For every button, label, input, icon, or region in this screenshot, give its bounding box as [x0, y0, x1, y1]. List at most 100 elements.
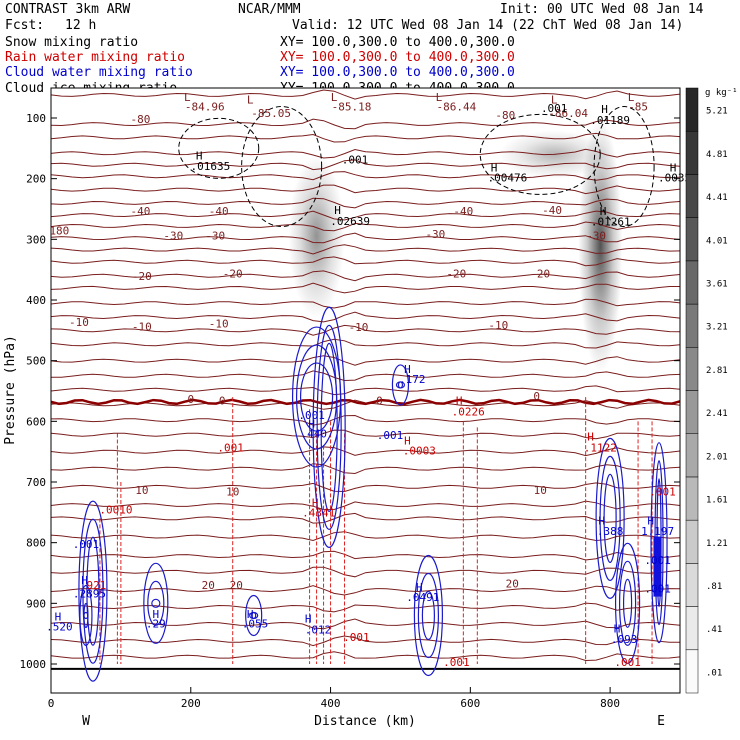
- cloud-water-contour: [421, 590, 435, 641]
- extremum-label: -85.18: [332, 101, 372, 114]
- y-tick-label: 500: [26, 355, 46, 368]
- temperature-isoline: [51, 232, 680, 244]
- cloud-water-contour: [595, 437, 625, 600]
- ice-label: H: [601, 103, 608, 116]
- colorbar-bin: [685, 174, 699, 218]
- extremum-label: L: [331, 91, 338, 104]
- y-tick-label: 600: [26, 415, 46, 428]
- cloud-water-label: .001: [644, 554, 671, 567]
- ice-label: .01189: [590, 114, 630, 127]
- temperature-label: -40: [453, 205, 473, 218]
- snow-ice-contour: [241, 106, 323, 228]
- colorbar-bin: [685, 130, 699, 175]
- cloud-water-contour: [312, 306, 346, 548]
- snow-ice-contour: [593, 106, 655, 228]
- temperature-isoline: [51, 531, 680, 542]
- temperature-label: -80: [495, 109, 515, 122]
- cloud-water-contour: [251, 611, 257, 620]
- snow-ice-contour: [479, 113, 601, 195]
- cloud-water-contour: [417, 572, 439, 659]
- extremum-label: L: [184, 91, 191, 104]
- temperature-label: -30: [586, 229, 606, 242]
- snow-label: H: [196, 149, 203, 162]
- cloud-water-label: .012: [305, 624, 332, 637]
- y-tick-label: 800: [26, 537, 46, 550]
- y-tick-label: 1000: [20, 658, 47, 671]
- plot-area: [51, 88, 680, 693]
- field-cloud: Cloud water mixing ratio: [5, 65, 193, 80]
- temperature-isoline: [51, 159, 680, 171]
- y-tick-label: 200: [26, 173, 46, 186]
- temperature-isoline: [51, 324, 680, 336]
- colorbar-label: 4.81: [706, 150, 728, 160]
- snow-ice-contour: [178, 117, 260, 179]
- y-tick-label: 400: [26, 294, 46, 307]
- snow-label: .00476: [487, 172, 527, 185]
- extremum-label: 180: [49, 224, 69, 237]
- rain-label: .1122: [584, 442, 617, 455]
- field-rain: Rain water mixing ratio: [5, 50, 185, 65]
- colorbar-label: .01: [706, 668, 722, 678]
- cloud-water-contour: [143, 562, 169, 644]
- temperature-label: 10: [135, 484, 148, 497]
- cloud-water-contour: [147, 580, 165, 626]
- colorbar: .01 .41 .81 1.21 1.61 2.01 2.41 2.81 3.21 3.61 4.0…: [685, 87, 728, 694]
- temperature-isoline: [51, 311, 680, 323]
- temperature-label: 20: [506, 578, 519, 591]
- temperature-isoline: [51, 338, 680, 349]
- temperature-isoline: [51, 132, 680, 143]
- snow-label: H: [334, 204, 341, 217]
- colorbar-label: 2.01: [706, 452, 728, 462]
- temperature-label: 0: [187, 393, 194, 406]
- colorbar-bin: [685, 476, 699, 521]
- temperature-isoline: [51, 118, 680, 130]
- cloud-water-contour: [622, 578, 633, 628]
- x-tick-label: 200: [181, 697, 201, 710]
- rain-label: .4341: [302, 507, 335, 520]
- x-tick-label: 600: [460, 697, 480, 710]
- cloud-water-label: H: [647, 514, 654, 527]
- snow-label: .01635: [190, 160, 230, 173]
- freezing-level-isoline: [51, 398, 680, 406]
- y-tick-label: 700: [26, 476, 46, 489]
- temperature-isoline: [51, 602, 680, 613]
- cloud-water-contour: [316, 324, 342, 530]
- shading-plume-0: [288, 154, 345, 319]
- extremum-label: L: [628, 91, 635, 104]
- center-title: NCAR/MMM: [238, 2, 301, 17]
- cloud-water-label: H: [416, 581, 423, 594]
- colorbar-label: 5.21: [706, 107, 728, 117]
- model-title: CONTRAST 3km ARW: [5, 2, 130, 17]
- temperature-isoline: [51, 500, 680, 511]
- cloud-water-contour: [86, 536, 100, 646]
- extremum-label: -86.04: [548, 107, 588, 120]
- colorbar-label: 1.21: [706, 539, 728, 549]
- temperature-label: 10: [534, 484, 547, 497]
- cloud-water-label: H: [614, 622, 621, 635]
- cloud-water-label: .29: [146, 618, 166, 631]
- temperature-isoline: [51, 221, 680, 232]
- colorbar-bin: [685, 433, 699, 478]
- extremum-label: L: [551, 93, 558, 106]
- cloud-water-label: H: [153, 608, 160, 621]
- temperature-label: -40: [542, 204, 562, 217]
- temperature-isoline: [51, 197, 680, 209]
- x-axis-title: Distance (km): [314, 714, 416, 729]
- temperature-isoline: [51, 282, 680, 294]
- cloud-water-label: .172: [399, 373, 426, 386]
- temperature-label: -10: [209, 317, 229, 330]
- y-tick-label: 100: [26, 112, 46, 125]
- extremum-label: L: [247, 93, 254, 106]
- field-snow-xy: XY= 100.0,300.0 to 400.0,300.0: [280, 35, 515, 50]
- snow-label: H: [670, 161, 677, 174]
- temperature-label: -20: [132, 270, 152, 283]
- extremum-label: -84.96: [185, 101, 225, 114]
- cloud-water-core: [653, 536, 662, 597]
- colorbar-label: .41: [706, 625, 722, 635]
- cloud-water-contour: [320, 342, 338, 512]
- cloud-water-label: H: [55, 610, 62, 623]
- temperature-label: -10: [69, 316, 89, 329]
- rain-label: .001: [443, 656, 470, 669]
- x-tick-label: 400: [321, 697, 341, 710]
- temperature-label: 10: [226, 485, 239, 498]
